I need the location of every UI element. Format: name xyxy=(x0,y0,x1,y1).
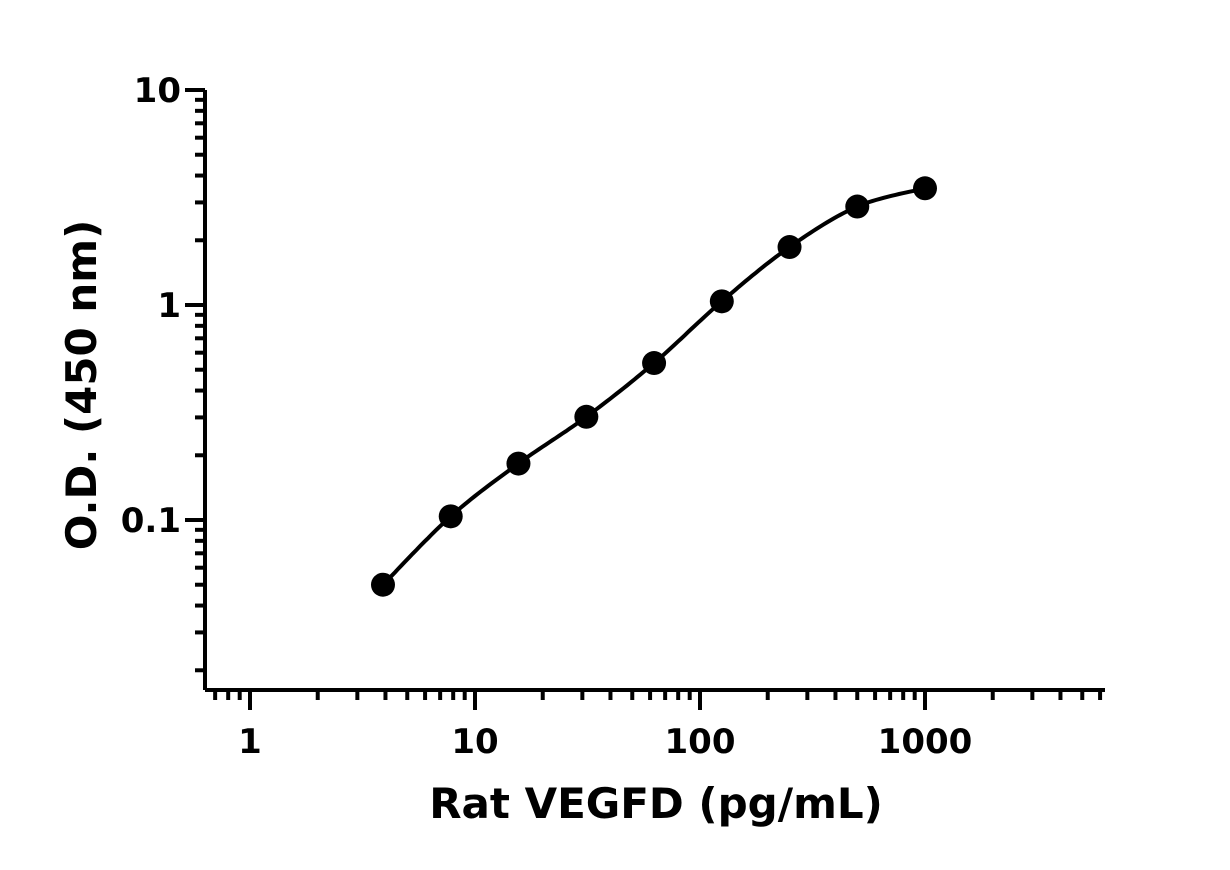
x-tick-label: 10 xyxy=(451,722,498,762)
y-axis-title: O.D. (450 nm) xyxy=(57,220,106,551)
data-point xyxy=(777,235,802,260)
data-point xyxy=(370,572,395,597)
y-tick-label: 1 xyxy=(157,286,181,326)
y-tick-label: 0.1 xyxy=(121,501,181,541)
data-point xyxy=(709,289,734,314)
data-point xyxy=(438,504,463,529)
x-axis: 1 10 100 1000 xyxy=(205,688,1105,762)
data-point xyxy=(913,176,937,201)
y-axis: 0.1 1 10 xyxy=(121,71,207,690)
data-point xyxy=(574,404,599,429)
x-tick-label: 1000 xyxy=(878,722,973,762)
y-tick-label: 10 xyxy=(134,71,181,111)
data-point xyxy=(506,451,531,476)
data-point xyxy=(845,194,870,219)
data-point xyxy=(642,351,667,376)
data-points xyxy=(370,176,937,597)
x-axis-title: Rat VEGFD (pg/mL) xyxy=(429,779,883,828)
x-tick-label: 1 xyxy=(238,722,262,762)
x-tick-label: 100 xyxy=(665,722,736,762)
fit-curve xyxy=(381,186,926,587)
